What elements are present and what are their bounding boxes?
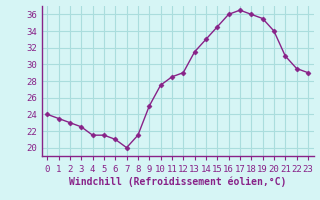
X-axis label: Windchill (Refroidissement éolien,°C): Windchill (Refroidissement éolien,°C): [69, 177, 286, 187]
